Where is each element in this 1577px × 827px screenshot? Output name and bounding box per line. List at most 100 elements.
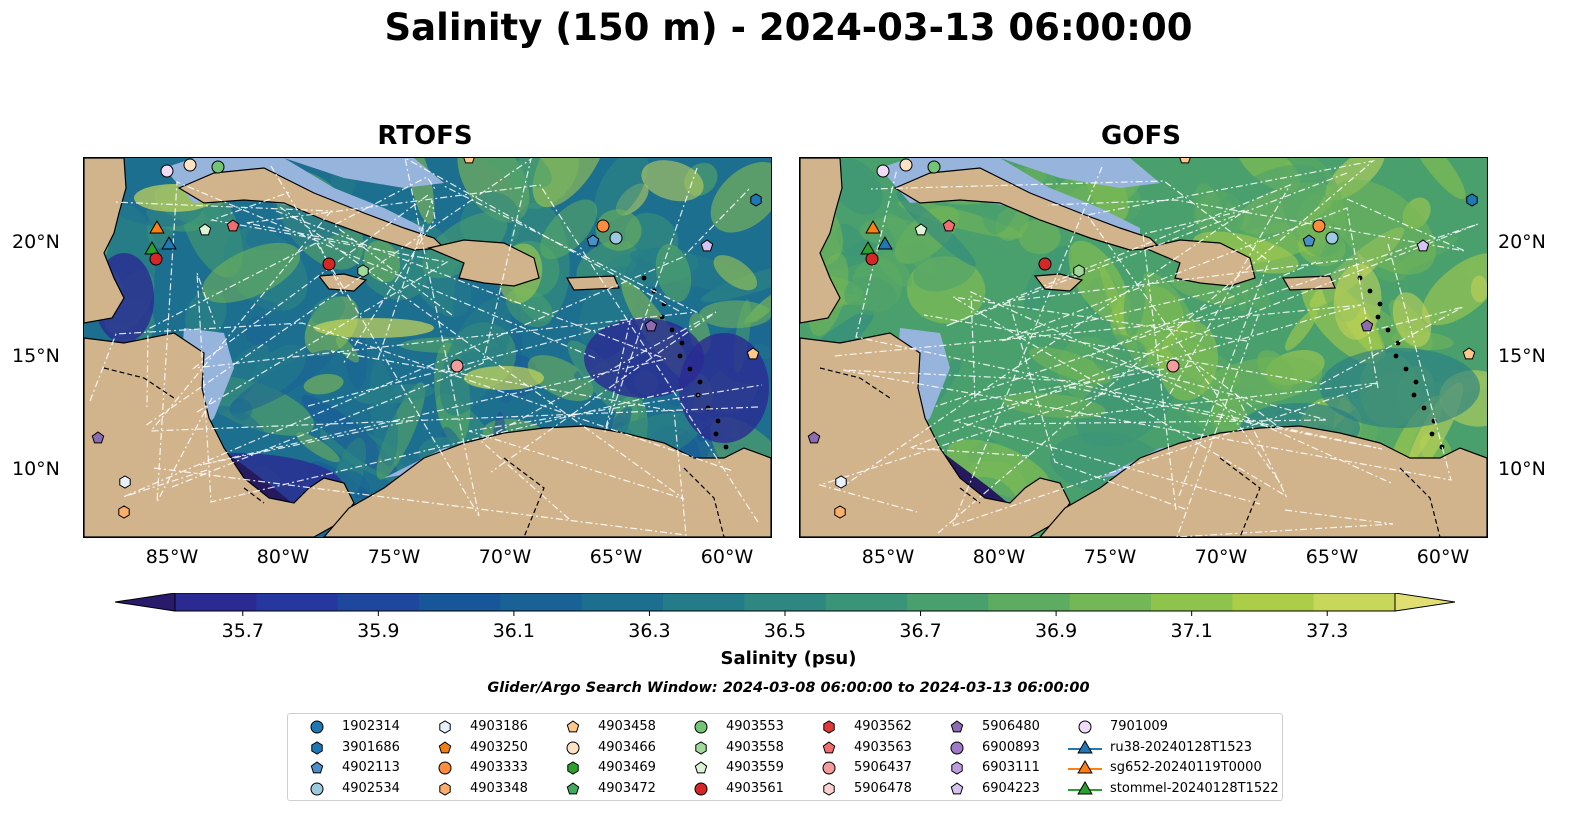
lon-tick-label: 65°W (1305, 546, 1359, 568)
profile-marker (609, 231, 623, 245)
legend-label: 4903553 (726, 719, 784, 734)
lat-tick-label-left: 10°N (12, 458, 60, 480)
legend-marker-icon (694, 761, 708, 774)
search-window-text: Glider/Argo Search Window: 2024-03-08 06… (487, 680, 1090, 696)
profile-marker (644, 319, 658, 332)
profile-marker (746, 347, 760, 360)
profile-marker (1073, 264, 1085, 278)
legend-marker-icon (566, 720, 580, 733)
colorbar-label: Salinity (psu) (720, 648, 857, 669)
lon-tick-label: 75°W (1083, 546, 1137, 568)
colorbar-tick-label: 35.7 (222, 620, 264, 642)
legend-marker-icon (439, 781, 451, 796)
lat-tick-label-left: 15°N (12, 345, 60, 367)
legend-label: 3901686 (342, 739, 400, 755)
legend-marker-icon (694, 720, 708, 734)
colorbar-tick-label: 37.3 (1306, 620, 1348, 642)
legend-marker-icon (950, 741, 964, 754)
legend-label: 7901009 (1110, 719, 1168, 734)
profile-marker (322, 257, 336, 271)
profile-marker (1466, 193, 1478, 207)
legend-marker-icon (950, 720, 964, 733)
profile-marker (226, 219, 240, 232)
legend-label: 4903348 (470, 780, 528, 796)
legend-label: 6903111 (982, 760, 1040, 775)
lat-tick-label-right: 10°N (1498, 458, 1546, 480)
profile-marker (1325, 231, 1339, 245)
legend-marker-icon (695, 740, 707, 755)
profile-marker (1038, 257, 1052, 271)
colorbar-tick-label: 35.9 (357, 620, 399, 642)
profile-marker (160, 164, 174, 178)
map-gofs (799, 157, 1488, 538)
lon-tick-label: 80°W (972, 546, 1026, 568)
profile-marker (161, 235, 177, 250)
legend-marker-icon (1068, 780, 1102, 794)
legend-marker-icon (566, 781, 580, 794)
legend-marker-icon (438, 761, 452, 775)
profile-marker (1166, 359, 1180, 373)
legend-label: 4903186 (470, 719, 528, 734)
legend-marker-icon (950, 781, 964, 794)
legend-marker-icon (822, 761, 836, 775)
profile-marker (91, 431, 105, 444)
profile-marker (183, 158, 197, 172)
legend-label: 4903469 (598, 760, 656, 775)
legend-label: 4903250 (470, 739, 528, 755)
profile-marker (211, 160, 225, 174)
legend-label: 4903561 (726, 780, 784, 796)
legend-label: 5906478 (854, 780, 912, 796)
legend-marker-icon (439, 720, 451, 734)
legend-label: 4903458 (598, 719, 656, 734)
profile-marker (865, 252, 879, 266)
profile-marker (118, 505, 130, 519)
profile-marker (149, 219, 165, 234)
profile-marker (1360, 319, 1374, 332)
profile-marker (357, 264, 369, 278)
lon-tick-label: 80°W (256, 546, 310, 568)
legend-label: 4902534 (342, 780, 400, 796)
profile-marker (1179, 158, 1191, 164)
legend-label: 4903472 (598, 780, 656, 796)
legend-label: 4903563 (854, 739, 912, 755)
legend-label: 4903562 (854, 719, 912, 734)
figure-title: Salinity (150 m) - 2024-03-13 06:00:00 (384, 6, 1193, 49)
profile-marker (1416, 239, 1430, 252)
lon-tick-label: 60°W (1416, 546, 1470, 568)
legend-marker-icon (310, 720, 324, 734)
lon-tick-label: 85°W (145, 546, 199, 568)
legend-marker-icon (823, 720, 835, 734)
profile-marker (865, 219, 881, 234)
lon-tick-label: 85°W (861, 546, 915, 568)
legend: 1902314 3901686 4902113 4902534 4903186 49032… (287, 713, 1283, 801)
profile-marker (876, 164, 890, 178)
legend-marker-icon (566, 741, 580, 754)
legend-marker-icon (311, 740, 323, 755)
legend-label: stommel-20240128T1522 (1110, 780, 1279, 796)
profile-marker (1462, 347, 1476, 360)
profile-marker (450, 359, 464, 373)
legend-label: 4903558 (726, 739, 784, 755)
profile-marker (750, 193, 762, 207)
legend-marker-icon (823, 781, 835, 796)
profile-marker (877, 235, 893, 250)
profile-marker (807, 431, 821, 444)
legend-label: 4902113 (342, 760, 400, 775)
legend-label: 6904223 (982, 780, 1040, 796)
profile-marker (942, 219, 956, 232)
legend-label: 6900893 (982, 739, 1040, 755)
profile-marker (463, 158, 475, 164)
profile-marker (1302, 234, 1316, 247)
legend-label: 4903466 (598, 739, 656, 755)
lon-tick-label: 70°W (478, 546, 532, 568)
colorbar: 35.7 35.9 36.1 36.3 36.5 36.7 36.9 37.1 37.3 (115, 593, 1455, 642)
legend-marker-icon (438, 740, 452, 753)
colorbar-tick-label: 36.3 (628, 620, 670, 642)
profile-marker (927, 160, 941, 174)
colorbar-tick-label: 36.5 (764, 620, 806, 642)
legend-label: 5906480 (982, 719, 1040, 734)
legend-label: 1902314 (342, 719, 400, 734)
legend-label: 4903559 (726, 760, 784, 775)
colorbar-tick-label: 36.9 (1035, 620, 1077, 642)
legend-label: 4903333 (470, 760, 528, 775)
